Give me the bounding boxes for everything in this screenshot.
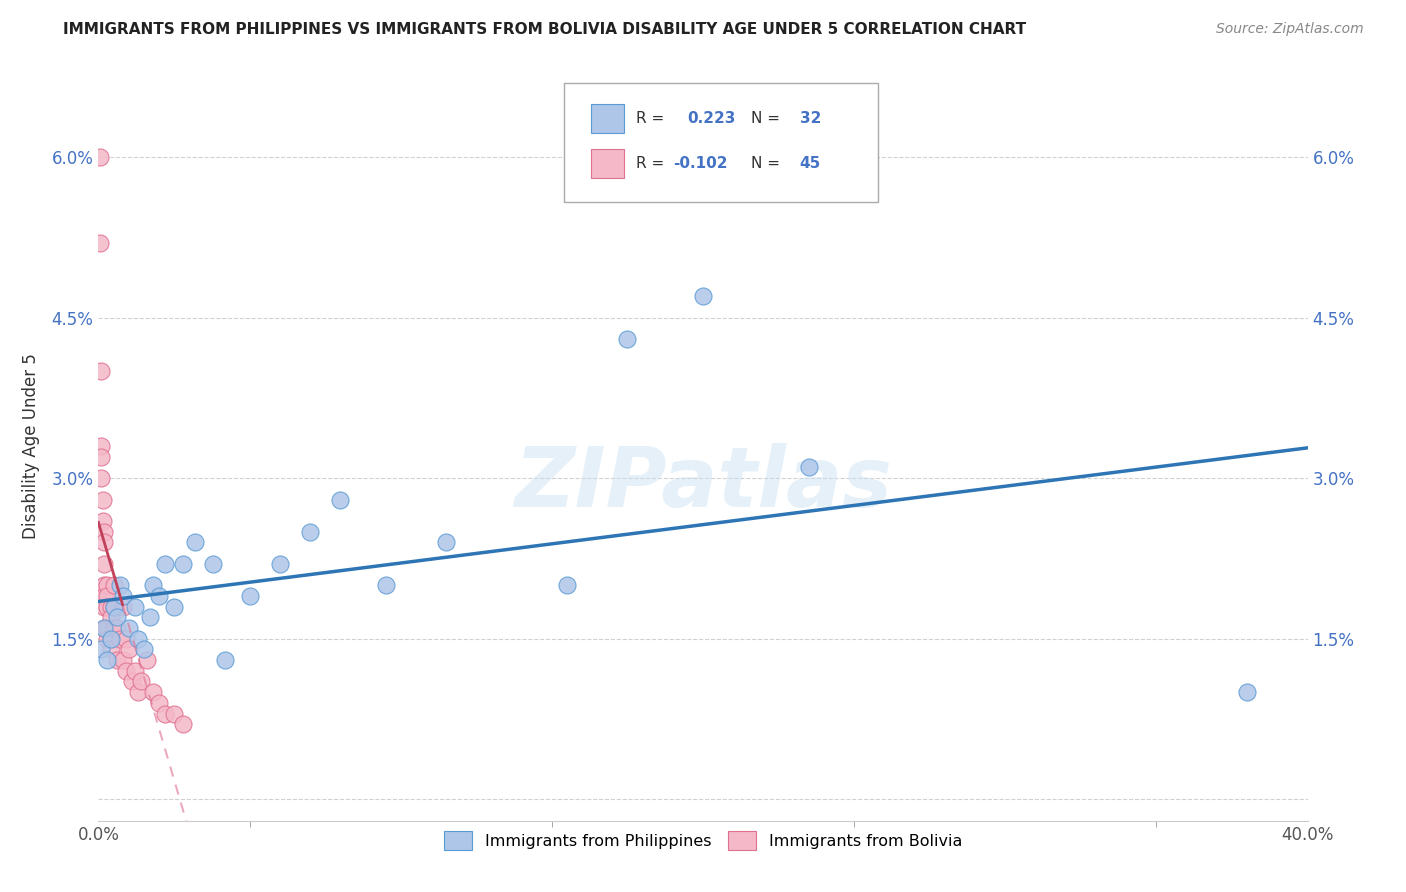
Point bbox=[93, 557, 115, 571]
FancyBboxPatch shape bbox=[591, 104, 624, 133]
Point bbox=[434, 535, 457, 549]
Point bbox=[172, 717, 194, 731]
Point bbox=[139, 610, 162, 624]
Point bbox=[142, 578, 165, 592]
Point bbox=[111, 599, 134, 614]
Point bbox=[239, 589, 262, 603]
Point bbox=[118, 642, 141, 657]
Point bbox=[100, 642, 122, 657]
Point bbox=[105, 621, 128, 635]
Point bbox=[148, 696, 170, 710]
Point bbox=[90, 450, 112, 464]
Point bbox=[100, 599, 122, 614]
Point bbox=[124, 599, 146, 614]
Text: -0.102: -0.102 bbox=[673, 156, 727, 171]
Text: 0.223: 0.223 bbox=[688, 112, 735, 126]
Point bbox=[96, 578, 118, 592]
Point bbox=[121, 674, 143, 689]
Point bbox=[163, 706, 186, 721]
Point bbox=[91, 492, 114, 507]
Text: R =: R = bbox=[637, 156, 669, 171]
Point bbox=[89, 235, 111, 250]
Point bbox=[153, 706, 176, 721]
FancyBboxPatch shape bbox=[564, 83, 879, 202]
Point bbox=[93, 621, 115, 635]
Point bbox=[93, 578, 115, 592]
Point bbox=[90, 364, 112, 378]
Point bbox=[105, 610, 128, 624]
Point bbox=[153, 557, 176, 571]
Point bbox=[172, 557, 194, 571]
Point bbox=[108, 578, 131, 592]
Point bbox=[124, 664, 146, 678]
Point bbox=[96, 632, 118, 646]
Point bbox=[93, 535, 115, 549]
Point bbox=[1236, 685, 1258, 699]
Point bbox=[96, 589, 118, 603]
Point bbox=[127, 685, 149, 699]
Point bbox=[148, 589, 170, 603]
Point bbox=[100, 632, 122, 646]
Point bbox=[93, 621, 115, 635]
Point bbox=[692, 289, 714, 303]
Point bbox=[89, 150, 111, 164]
Point bbox=[163, 599, 186, 614]
Point bbox=[114, 632, 136, 646]
Point bbox=[118, 621, 141, 635]
Point bbox=[103, 621, 125, 635]
Point bbox=[96, 621, 118, 635]
Point bbox=[100, 610, 122, 624]
Point bbox=[111, 653, 134, 667]
Point bbox=[96, 599, 118, 614]
Text: 45: 45 bbox=[800, 156, 821, 171]
Point bbox=[93, 599, 115, 614]
Y-axis label: Disability Age Under 5: Disability Age Under 5 bbox=[22, 353, 41, 539]
Point bbox=[329, 492, 352, 507]
Point bbox=[127, 632, 149, 646]
Text: ZIPatlas: ZIPatlas bbox=[515, 443, 891, 524]
Point bbox=[132, 642, 155, 657]
Point bbox=[90, 471, 112, 485]
Point bbox=[96, 653, 118, 667]
Point bbox=[93, 524, 115, 539]
Text: 32: 32 bbox=[800, 112, 821, 126]
Point bbox=[105, 653, 128, 667]
Point bbox=[103, 578, 125, 592]
Point bbox=[555, 578, 578, 592]
Point bbox=[91, 514, 114, 528]
Point bbox=[374, 578, 396, 592]
Point bbox=[214, 653, 236, 667]
Point bbox=[100, 632, 122, 646]
Point bbox=[299, 524, 322, 539]
Point bbox=[202, 557, 225, 571]
Point bbox=[269, 557, 291, 571]
Point bbox=[111, 589, 134, 603]
Text: IMMIGRANTS FROM PHILIPPINES VS IMMIGRANTS FROM BOLIVIA DISABILITY AGE UNDER 5 CO: IMMIGRANTS FROM PHILIPPINES VS IMMIGRANT… bbox=[63, 22, 1026, 37]
Text: N =: N = bbox=[751, 156, 785, 171]
Point bbox=[135, 653, 157, 667]
Legend: Immigrants from Philippines, Immigrants from Bolivia: Immigrants from Philippines, Immigrants … bbox=[436, 823, 970, 857]
Text: R =: R = bbox=[637, 112, 669, 126]
Point bbox=[114, 664, 136, 678]
Point bbox=[142, 685, 165, 699]
Point bbox=[797, 460, 820, 475]
Point bbox=[129, 674, 152, 689]
Point bbox=[103, 599, 125, 614]
Text: Source: ZipAtlas.com: Source: ZipAtlas.com bbox=[1216, 22, 1364, 37]
Point bbox=[90, 439, 112, 453]
Point bbox=[103, 599, 125, 614]
Point bbox=[93, 589, 115, 603]
Point bbox=[108, 632, 131, 646]
FancyBboxPatch shape bbox=[591, 149, 624, 178]
Point bbox=[184, 535, 207, 549]
Point bbox=[616, 332, 638, 346]
Text: N =: N = bbox=[751, 112, 785, 126]
Point bbox=[90, 642, 112, 657]
